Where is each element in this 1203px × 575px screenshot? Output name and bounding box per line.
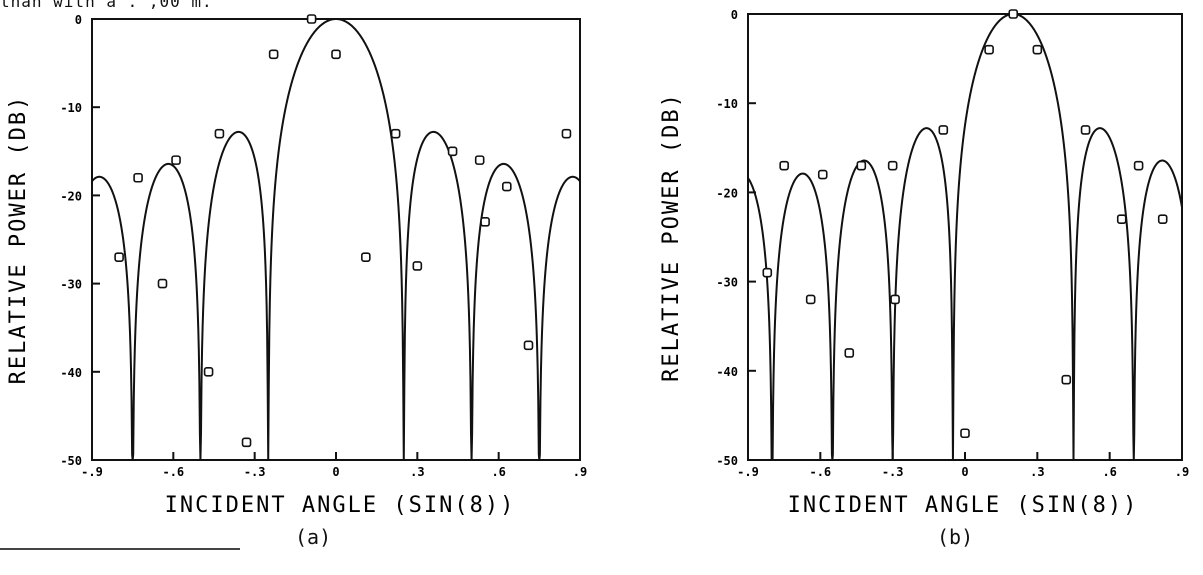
x-tick-label: .9 bbox=[573, 465, 587, 479]
data-point-marker bbox=[1080, 125, 1091, 135]
x-tick-label: -.3 bbox=[244, 465, 266, 479]
data-point-marker bbox=[887, 160, 898, 171]
y-axis-label: RELATIVE POWER (DB) bbox=[659, 92, 684, 382]
x-tick-label: -.9 bbox=[737, 465, 759, 479]
x-tick-label: -.6 bbox=[162, 465, 184, 479]
x-tick-label: .6 bbox=[1102, 465, 1116, 479]
x-tick-label: .6 bbox=[491, 465, 505, 479]
chart-a: -.9 -.6 -.3 0 .3 .6 .9 0 -10 -20 -30 -40 -50 INCIDENT… bbox=[6, 13, 587, 518]
panel-a: -.9 -.6 -.3 0 .3 .6 .9 0 -10 -20 -30 -40 -50 INCIDENT… bbox=[0, 0, 600, 575]
y-tick-label: -40 bbox=[60, 366, 82, 380]
x-tick-label: 0 bbox=[961, 465, 968, 479]
data-point-marker bbox=[984, 44, 994, 55]
y-tick-label: -10 bbox=[716, 97, 738, 111]
data-point-marker bbox=[856, 160, 867, 171]
data-point-marker bbox=[938, 125, 949, 135]
data-point-marker bbox=[447, 146, 458, 157]
x-tick-label: 0 bbox=[332, 465, 339, 479]
data-point-marker bbox=[1061, 374, 1072, 385]
y-tick-label: -20 bbox=[60, 189, 82, 203]
x-axis-label: INCIDENT ANGLE (SIN(8)) bbox=[165, 493, 516, 518]
y-tick-label: -10 bbox=[60, 101, 82, 115]
data-point-marker bbox=[501, 181, 512, 192]
chart-b: -.9 -.6 -.3 0 .3 .6 .9 0 -10 -20 -30 -40 -50 INCIDENT… bbox=[659, 8, 1189, 518]
x-tick-label: .9 bbox=[1175, 465, 1189, 479]
top-text-fragment: than with a . ,00 m. bbox=[0, 0, 213, 11]
x-tick-label: -.9 bbox=[81, 465, 103, 479]
data-point-marker bbox=[390, 128, 401, 139]
data-point-marker bbox=[114, 252, 124, 262]
data-point-marker bbox=[1116, 214, 1127, 224]
y-tick-label: -50 bbox=[716, 454, 738, 468]
theory-curve bbox=[91, 17, 581, 461]
data-point-marker bbox=[805, 294, 816, 305]
data-point-marker bbox=[844, 348, 855, 358]
data-point-marker bbox=[779, 160, 789, 171]
x-tick-label: -.3 bbox=[882, 465, 904, 479]
y-tick-label: -30 bbox=[60, 278, 82, 292]
data-point-marker bbox=[203, 366, 214, 377]
data-point-marker bbox=[561, 128, 572, 139]
data-point-marker bbox=[306, 14, 317, 24]
panel-b-caption: (b) bbox=[937, 525, 974, 549]
data-point-marker bbox=[960, 428, 970, 439]
y-tick-label: 0 bbox=[75, 13, 82, 27]
data-point-marker bbox=[241, 437, 252, 448]
x-tick-label: .3 bbox=[1030, 465, 1044, 479]
data-point-marker bbox=[133, 172, 143, 183]
theory-curve bbox=[747, 12, 1183, 461]
data-point-marker bbox=[171, 155, 181, 165]
data-point-marker bbox=[1032, 44, 1043, 55]
plot-frame bbox=[747, 13, 1183, 461]
y-tick-label: -50 bbox=[60, 454, 82, 468]
y-tick-label: -20 bbox=[716, 186, 738, 200]
data-point-marker bbox=[480, 217, 490, 227]
data-point-marker bbox=[157, 278, 168, 289]
data-point-marker bbox=[1133, 160, 1144, 171]
data-point-marker bbox=[890, 294, 900, 305]
x-tick-label: .3 bbox=[410, 465, 424, 479]
data-point-marker bbox=[361, 252, 371, 262]
panel-b: -.9 -.6 -.3 0 .3 .6 .9 0 -10 -20 -30 -40 -50 INCIDENT… bbox=[600, 0, 1200, 575]
plot-frame bbox=[91, 18, 581, 461]
data-point-marker bbox=[331, 49, 341, 60]
y-tick-label: 0 bbox=[731, 8, 738, 22]
data-point-marker bbox=[474, 155, 485, 165]
x-tick-label: -.6 bbox=[809, 465, 831, 479]
data-point-marker bbox=[1008, 9, 1019, 19]
data-point-marker bbox=[1157, 214, 1168, 224]
data-point-marker bbox=[214, 128, 225, 139]
data-point-marker bbox=[762, 267, 773, 278]
y-tick-label: -30 bbox=[716, 276, 738, 290]
y-tick-label: -40 bbox=[716, 365, 738, 379]
y-axis-label: RELATIVE POWER (DB) bbox=[6, 95, 31, 385]
data-point-marker bbox=[817, 169, 828, 180]
x-axis-label: INCIDENT ANGLE (SIN(8)) bbox=[788, 493, 1139, 518]
data-point-marker bbox=[412, 261, 423, 271]
panel-a-caption: (a) bbox=[295, 525, 332, 549]
data-point-marker bbox=[268, 49, 279, 60]
scan-underline bbox=[0, 548, 240, 550]
data-point-marker bbox=[523, 340, 534, 351]
